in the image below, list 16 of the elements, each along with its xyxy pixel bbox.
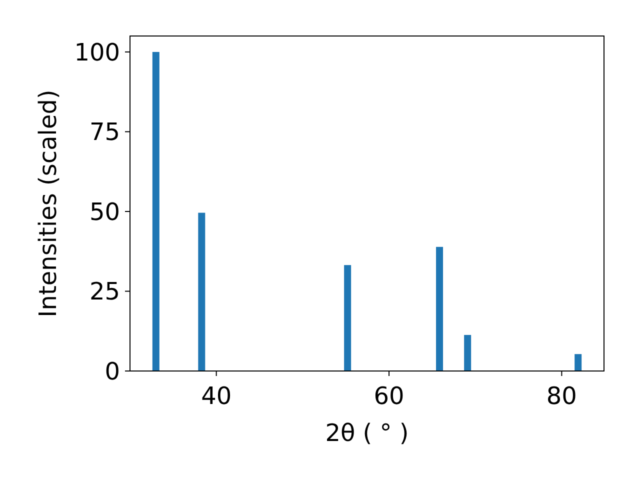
x-tick-label: 40 <box>201 382 232 410</box>
bar <box>464 334 472 371</box>
y-tick-label: 50 <box>89 198 120 226</box>
bar <box>198 212 206 371</box>
x-tick-label: 80 <box>546 382 577 410</box>
y-axis-title: Intensities (scaled) <box>34 90 62 318</box>
bar <box>574 354 582 371</box>
bar <box>344 265 352 371</box>
x-axis-title: 2θ ( ° ) <box>325 419 409 447</box>
y-tick-label: 0 <box>104 357 120 386</box>
x-tick-label: 60 <box>374 382 404 410</box>
y-tick-label: 75 <box>89 118 120 146</box>
bar <box>152 52 160 371</box>
bar <box>436 246 444 371</box>
y-tick-label: 25 <box>89 278 120 306</box>
y-tick-label: 100 <box>74 38 120 66</box>
